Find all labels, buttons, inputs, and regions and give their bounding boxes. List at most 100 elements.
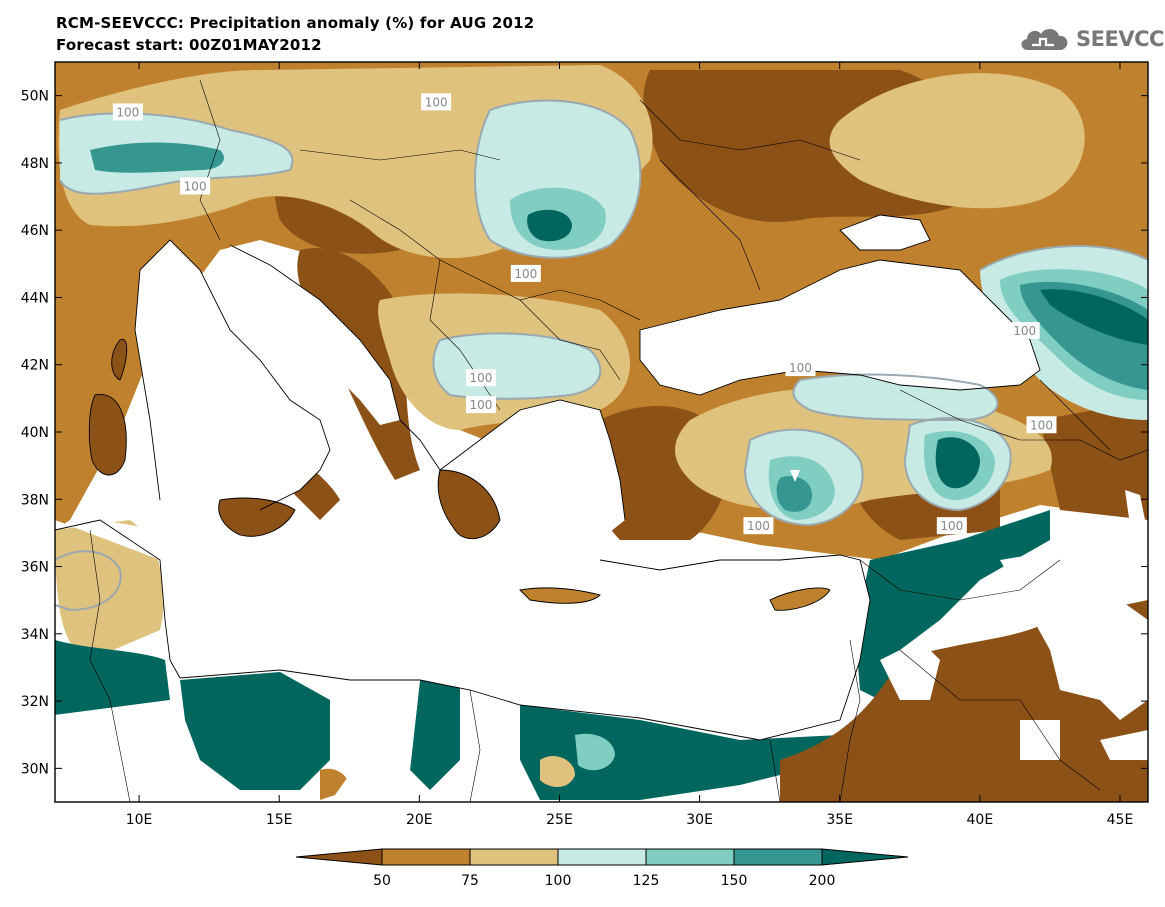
colorbar-high-arrow	[821, 848, 909, 866]
contour-label-text: 100	[789, 361, 812, 375]
page-title: RCM-SEEVCCC: Precipitation anomaly (%) f…	[56, 14, 535, 32]
cyprus	[770, 588, 830, 611]
y-tick-label: 42N	[21, 358, 49, 374]
sahara-masked-egypt	[460, 675, 540, 802]
wet-strong-libya-east	[410, 675, 460, 790]
contour-label: 100	[1026, 416, 1057, 434]
y-tick-label: 46N	[21, 223, 49, 239]
contour-label-bg	[936, 517, 967, 535]
x-tick-label: 40E	[967, 812, 994, 828]
contour-label: 100	[465, 369, 496, 387]
colorbar-label: 150	[721, 873, 748, 889]
colorbar-label: 50	[373, 873, 391, 889]
contour-label-bg	[785, 359, 816, 377]
colorbar-low-arrow	[295, 848, 383, 866]
colorbar-swatch	[733, 848, 823, 866]
logo-text: SEEVCCC	[1076, 27, 1165, 51]
arabian-masked-c	[1020, 720, 1060, 760]
longitude-axis: 10E 15E 20E 25E 30E 35E 40E 45E	[126, 62, 1133, 828]
moderate-dry-tunisia	[55, 520, 164, 660]
x-tick-label: 10E	[126, 812, 153, 828]
contour-label-text: 100	[514, 267, 537, 281]
colorbar-label: 75	[461, 873, 479, 889]
contour-label: 100	[465, 396, 496, 414]
western-mediterranean	[55, 505, 870, 740]
contour-label: 100	[936, 517, 967, 535]
wet-strong-egypt-coast	[520, 705, 840, 800]
contour-label-text: 100	[747, 519, 770, 533]
colorbar-swatch	[381, 848, 471, 866]
moderate-dry-eastern-russia	[829, 73, 1085, 209]
contour-label-bg	[1009, 322, 1040, 340]
wet-strongest-caucasus	[1040, 289, 1148, 345]
x-tick-label: 30E	[686, 812, 713, 828]
anatolia-masked-spot	[1125, 490, 1145, 525]
x-tick-label: 20E	[406, 812, 433, 828]
contour-label-bg	[465, 369, 496, 387]
y-tick-label: 44N	[21, 290, 49, 306]
contour-label-text: 100	[470, 398, 493, 412]
y-tick-label: 40N	[21, 425, 49, 441]
contour-labels: 100 100 100 100 100 100 100 100 100 100 100	[112, 93, 1057, 535]
contour-label: 100	[180, 177, 211, 195]
x-tick-label: 15E	[266, 812, 293, 828]
contour-label: 100	[743, 517, 774, 535]
colorbar-label: 100	[545, 873, 572, 889]
contour-label-text: 100	[425, 95, 448, 109]
contour-label-bg	[465, 396, 496, 414]
colorbar: 50 75 100 125 150 200	[295, 848, 909, 889]
contour-label-text: 100	[1030, 418, 1053, 432]
wet-strong-carpathians	[527, 209, 572, 242]
colorbar-swatch	[557, 848, 647, 866]
cloud-logo-icon	[1021, 28, 1068, 50]
contour-label-text: 100	[470, 371, 493, 385]
y-tick-label: 38N	[21, 492, 49, 508]
islands	[89, 339, 830, 611]
aegean-sea	[480, 400, 625, 540]
contour-lines-100	[55, 99, 1148, 612]
coastlines	[55, 214, 1041, 741]
y-tick-label: 34N	[21, 627, 49, 643]
y-tick-label: 30N	[21, 761, 49, 777]
sea-of-azov	[840, 215, 930, 250]
wet-strong-libya-west	[180, 672, 330, 790]
y-tick-label: 50N	[21, 89, 49, 105]
very-dry-caucasus-east	[1040, 400, 1148, 520]
colorbar-label: 125	[633, 873, 660, 889]
arabian-masked-d	[1100, 730, 1148, 760]
contour-label-text: 100	[184, 179, 207, 193]
corsica	[111, 339, 127, 380]
contour-label: 100	[421, 93, 452, 111]
contour-label-bg	[421, 93, 452, 111]
x-tick-label: 35E	[826, 812, 853, 828]
y-tick-label: 32N	[21, 694, 49, 710]
forecast-start-label: Forecast start: 00Z01MAY2012	[56, 36, 322, 54]
sahara-masked-central	[330, 680, 420, 802]
wet-strong-levant-coast	[855, 510, 1050, 700]
arabian-masked-a	[1000, 550, 1148, 720]
black-sea	[640, 260, 1040, 395]
x-tick-label: 25E	[546, 812, 573, 828]
arabian-masked-b	[880, 640, 940, 700]
contour-label: 100	[785, 359, 816, 377]
latitude-axis: 30N 32N 34N 36N 38N 40N 42N 44N 46N 48N 50N	[21, 89, 1148, 777]
anomaly-field	[55, 62, 1148, 802]
y-tick-label: 36N	[21, 560, 49, 576]
seevccc-logo: SEEVCCC	[1018, 22, 1165, 56]
sardinia	[89, 394, 127, 475]
anatolia-masked-small	[790, 470, 800, 482]
dry-nile-delta-spot	[540, 755, 575, 787]
colorbar-label: 200	[809, 873, 836, 889]
contour-label-text: 100	[116, 105, 139, 119]
contour-label: 100	[1009, 322, 1040, 340]
contour-label-text: 100	[1013, 324, 1036, 338]
contour-label-bg	[1026, 416, 1057, 434]
wet-strong-tunisia-coast	[55, 640, 170, 715]
wet-light-egypt-spot	[575, 733, 615, 771]
peloponnese	[438, 470, 500, 539]
crete	[520, 587, 600, 604]
tyrrhenian-sea	[135, 240, 330, 530]
wet-strongest-anatolia-east	[935, 437, 980, 489]
contour-label-text: 100	[940, 519, 963, 533]
